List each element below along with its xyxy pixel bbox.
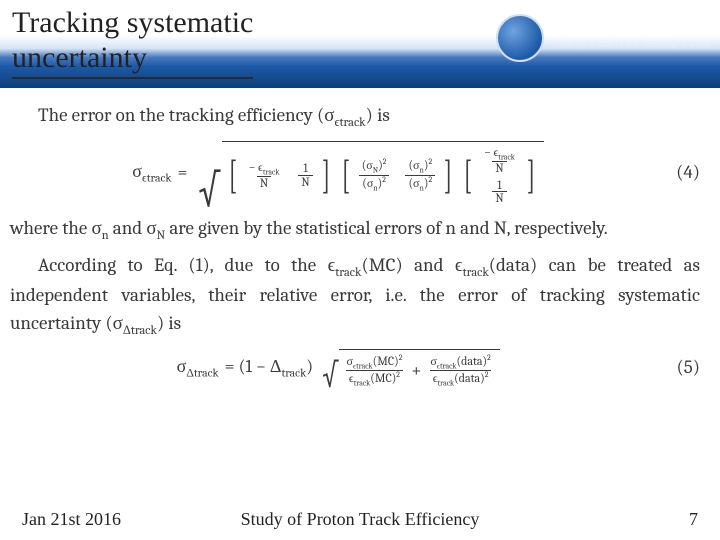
eq4-sn2: (σ (408, 158, 419, 172)
p3-t2: track (463, 266, 489, 280)
radical2-icon: √ (322, 364, 338, 388)
eq4-minus1: − (249, 160, 258, 174)
p3-b: (MC) and ϵ (361, 254, 462, 276)
eq5-p4: 2 (485, 370, 489, 379)
university-name-en: University of Science and Technology of … (552, 42, 710, 50)
p2-a: where the σ (10, 217, 102, 239)
p2-b: and σ (109, 217, 157, 239)
paragraph-3: According to Eq. (1), due to the ϵtrack(… (10, 252, 700, 341)
p3-a: According to Eq. (1), due to the ϵ (38, 254, 335, 276)
p3-d: ) is (157, 312, 181, 334)
eq4-one: 1 (300, 162, 310, 175)
eq4-sqrt: √ [ − ϵtrack N 1 N ] [ (194, 141, 544, 205)
equation-4: σϵtrack = √ [ − ϵtrack N 1 N (10, 141, 700, 205)
eq4-eps2-sub: track (498, 152, 515, 161)
eq5-plus: + (411, 358, 421, 384)
eq5-se1s: ϵtrack (353, 361, 373, 370)
lbracket2-icon: [ (342, 157, 350, 193)
p1-text-b: ) is (366, 104, 390, 126)
eq5-mc1: (MC) (373, 354, 399, 368)
eq4-frac4: (σn)2 (σn)2 (405, 158, 435, 192)
eq5-d1: (data) (457, 354, 488, 368)
slide-body: The error on the tracking efficiency (σϵ… (0, 88, 720, 388)
p1-text-a: The error on the tracking efficiency (σ (38, 104, 334, 126)
title-line-2: uncertainty (12, 41, 147, 74)
rbracket2-icon: ] (444, 157, 452, 193)
eq5-se2s: ϵtrack (437, 361, 457, 370)
eq4-den4: N (492, 191, 506, 205)
eq5-close: ) (306, 356, 313, 377)
eq4-frac3: (σN)2 (σn)2 (359, 158, 390, 192)
p2-N: N (157, 229, 166, 243)
lbracket3-icon: [ (464, 157, 472, 193)
p3-t1: track (335, 266, 361, 280)
eq4-p2c: 2 (428, 157, 432, 166)
eq4-sigma-sub: ϵtrack (142, 171, 172, 185)
footer-title: Study of Proton Track Efficiency (241, 509, 480, 530)
eq5-e1s: track (354, 379, 371, 388)
eq5-sigma: σ (177, 356, 187, 377)
title-line-1: Tracking systematic (12, 6, 253, 39)
eq4-sn1: (σ (362, 176, 373, 190)
eq4-den3: N (492, 161, 506, 175)
eq4-number: (4) (676, 159, 700, 187)
eq4-p2a: 2 (383, 157, 387, 166)
eq5-number: (5) (676, 354, 700, 382)
rbracket-icon: ] (322, 157, 330, 193)
equation-5: σΔtrack = (1 − Δtrack) √ σϵtrack(MC)2 ϵt… (10, 349, 700, 388)
eq5-frac-data: σϵtrack(data)2 ϵtrack(data)2 (427, 354, 493, 388)
eq4-sigma: σ (132, 161, 142, 182)
eq5-p2: 2 (396, 370, 400, 379)
eq4-one2: 1 (494, 179, 504, 192)
eq5-dsub: track (281, 366, 306, 380)
paragraph-1: The error on the tracking efficiency (σϵ… (10, 102, 700, 133)
eq4-p2b: 2 (382, 175, 386, 184)
eq5-d2: (data) (454, 371, 485, 385)
lbracket-icon: [ (229, 157, 237, 193)
eq5-p3: 2 (487, 353, 491, 362)
eq4-sn3: (σ (408, 176, 419, 190)
eq5-body: σΔtrack = (1 − Δtrack) √ σϵtrack(MC)2 ϵt… (10, 349, 666, 388)
university-name-cn: 中国科学技术大学 (552, 25, 710, 42)
eq5-e2s: track (438, 379, 455, 388)
footer-page-number: 7 (689, 509, 698, 530)
rbracket3-icon: ] (527, 157, 535, 193)
university-logo: 中国科学技术大学 University of Science and Techn… (496, 14, 710, 62)
eq5-eqpart: = (1 − Δtrack) (225, 354, 313, 382)
p1-sub: ϵtrack (334, 116, 365, 130)
eq4-den1: N (257, 176, 271, 190)
university-name: 中国科学技术大学 University of Science and Techn… (552, 25, 710, 50)
slide-title: Tracking systematic uncertainty (12, 6, 253, 79)
eq4-den2: N (298, 175, 312, 189)
eq4-frac1: − ϵtrack N (246, 161, 283, 190)
p2-n: n (102, 229, 109, 243)
eq5-mc2: (MC) (370, 371, 396, 385)
eq5-radicand: σϵtrack(MC)2 ϵtrack(MC)2 + σϵtrack(data)… (339, 349, 499, 388)
p2-c: are given by the statistical errors of n… (165, 217, 608, 239)
eq4-eps1-sub: track (263, 167, 280, 176)
eq4-colvec: − ϵtrack N 1 N (481, 146, 518, 205)
eq4-equals: = (178, 160, 188, 186)
slide-footer: Jan 21st 2016 Study of Proton Track Effi… (0, 509, 720, 530)
footer-date: Jan 21st 2016 (22, 509, 121, 530)
slide-header: Tracking systematic uncertainty 中国科学技术大学… (0, 0, 720, 88)
eq5-eq: = (1 − Δ (225, 356, 282, 377)
ustc-badge-icon (496, 14, 544, 62)
radical-icon: √ (198, 177, 219, 205)
eq4-body: σϵtrack = √ [ − ϵtrack N 1 N (10, 141, 666, 205)
eq4-lhs: σϵtrack (132, 159, 171, 187)
paragraph-2: where the σn and σN are given by the sta… (10, 215, 700, 246)
eq4-frac2: 1 N (298, 162, 312, 188)
p3-delta: Δtrack (123, 324, 157, 338)
eq5-lhs: σΔtrack (177, 354, 219, 382)
eq5-frac-mc: σϵtrack(MC)2 ϵtrack(MC)2 (343, 354, 405, 388)
eq4-p2d: 2 (428, 175, 432, 184)
eq5-p1: 2 (399, 353, 403, 362)
eq4-sN: (σ (362, 158, 373, 172)
eq4-radicand: [ − ϵtrack N 1 N ] [ (σN)2 (σ (222, 141, 544, 205)
eq5-sigma-sub: Δtrack (186, 366, 218, 380)
eq5-sqrt: √ σϵtrack(MC)2 ϵtrack(MC)2 + σϵtrack(dat… (319, 349, 500, 388)
